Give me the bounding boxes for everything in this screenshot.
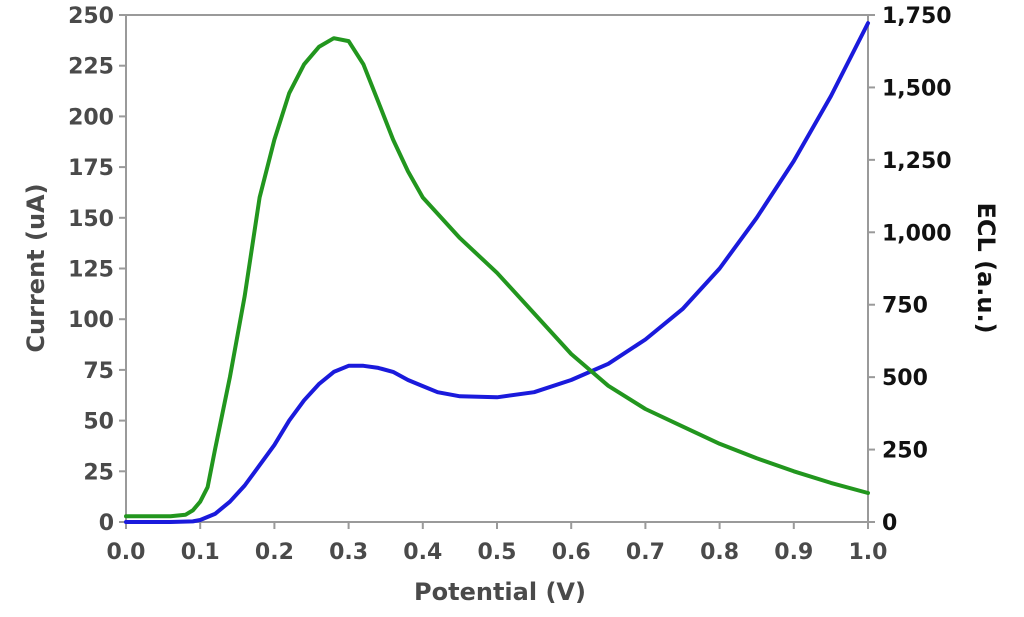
left-tick-label: 150 (68, 207, 114, 232)
right-tick-label: 1,250 (882, 149, 952, 174)
x-tick-label: 0.5 (478, 540, 517, 565)
x-tick-label: 1.0 (849, 540, 888, 565)
x-tick-label: 0.1 (181, 540, 220, 565)
x-tick-label: 0.8 (700, 540, 739, 565)
x-tick-label: 0.4 (403, 540, 442, 565)
left-tick-label: 225 (68, 55, 114, 80)
left-tick-label: 250 (68, 4, 114, 29)
series-group (124, 21, 870, 524)
plot-frame (125, 14, 869, 523)
right-axis-title: ECL (a.u.) (972, 202, 1000, 333)
left-tick-label: 125 (68, 258, 114, 283)
x-axis-ticks: 0.0 0.1 0.2 0.3 0.4 0.5 0.6 0.7 0.8 0.9 1.0 (107, 522, 888, 565)
left-tick-label: 200 (68, 105, 114, 130)
right-axis-ticks: 0 250 500 750 1,000 1,250 1,500 1,750 (868, 4, 952, 536)
current-series-line (124, 21, 870, 524)
ecl-series-line (124, 36, 870, 519)
right-tick-label: 1,000 (882, 221, 952, 246)
x-tick-label: 0.3 (329, 540, 368, 565)
right-tick-label: 1,500 (882, 76, 952, 101)
right-tick-label: 750 (882, 294, 928, 319)
left-tick-label: 25 (83, 460, 114, 485)
left-tick-label: 100 (68, 308, 114, 333)
left-tick-label: 0 (99, 511, 114, 536)
x-tick-label: 0.6 (552, 540, 591, 565)
left-axis-ticks: 0 25 50 75 100 125 150 175 200 225 250 (68, 4, 126, 536)
left-tick-label: 50 (83, 410, 114, 435)
right-tick-label: 1,750 (882, 4, 952, 29)
left-tick-label: 175 (68, 156, 114, 181)
x-tick-label: 0.7 (626, 540, 665, 565)
right-tick-label: 250 (882, 439, 928, 464)
x-axis-title: Potential (V) (414, 578, 586, 606)
left-tick-label: 75 (83, 359, 114, 384)
x-tick-label: 0.2 (255, 540, 294, 565)
left-axis-title: Current (uA) (22, 183, 50, 352)
x-tick-label: 0.9 (774, 540, 813, 565)
x-tick-label: 0.0 (107, 540, 146, 565)
right-tick-label: 0 (882, 511, 897, 536)
right-tick-label: 500 (882, 366, 928, 391)
